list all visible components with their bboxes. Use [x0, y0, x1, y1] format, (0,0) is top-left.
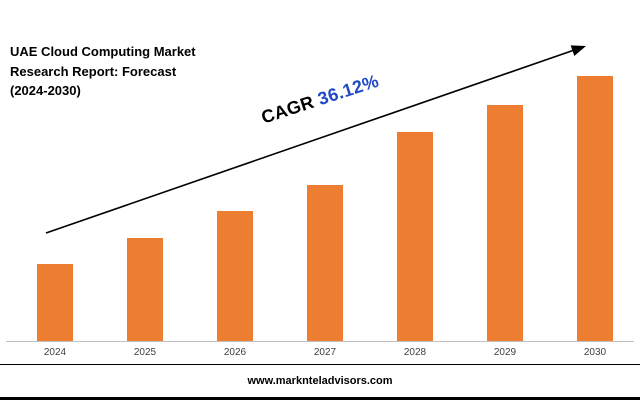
bar-plot [37, 76, 613, 341]
x-tick-label-2029: 2029 [493, 347, 517, 358]
x-tick-label-2030: 2030 [583, 347, 607, 358]
bar-2025 [127, 237, 163, 341]
x-tick-label-2024: 2024 [43, 347, 67, 358]
x-tick-label-2028: 2028 [403, 347, 427, 358]
x-tick-label-2027: 2027 [313, 347, 337, 358]
bar-2027 [307, 184, 343, 341]
x-axis-labels: 2024 2025 2026 2027 2028 2029 2030 [37, 347, 613, 358]
bar-2026 [217, 211, 253, 341]
x-tick-label-2025: 2025 [133, 347, 157, 358]
x-tick-label-2026: 2026 [223, 347, 247, 358]
bar-2024 [37, 264, 73, 341]
bar-2028 [397, 131, 433, 341]
chart-title-line1: UAE Cloud Computing Market [10, 44, 196, 59]
bar-2029 [487, 105, 523, 341]
footer-bar: www.marknteladvisors.com [0, 364, 640, 400]
x-axis-line [6, 341, 634, 342]
footer-website: www.marknteladvisors.com [247, 375, 393, 387]
bar-2030 [577, 76, 613, 341]
